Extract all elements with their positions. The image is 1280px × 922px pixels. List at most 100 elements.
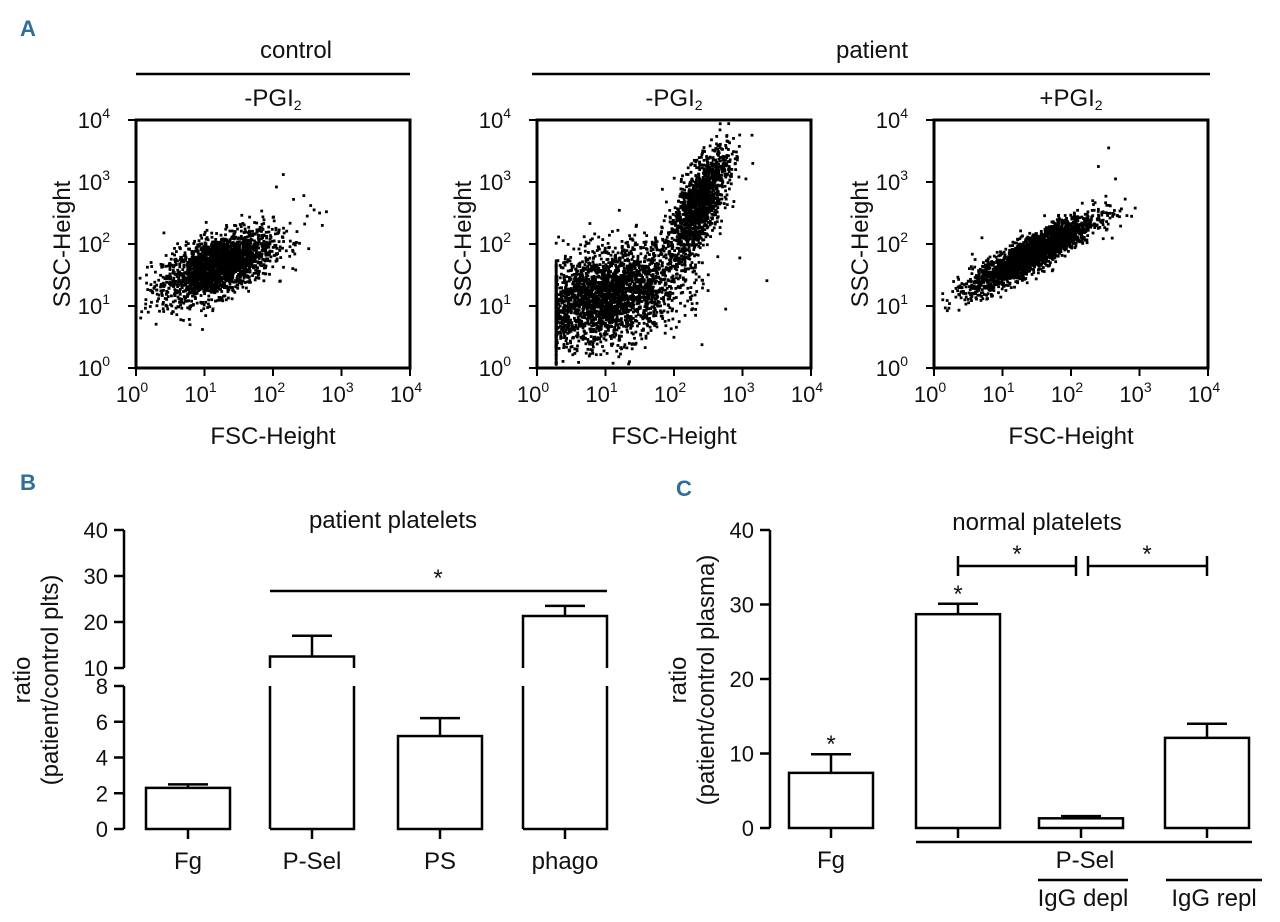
data-point [249,264,253,268]
data-point [582,329,586,333]
data-point [576,302,580,306]
data-point [686,248,689,252]
data-point [595,301,599,305]
data-point [683,267,687,271]
data-point [614,258,617,261]
data-point [554,312,558,316]
data-point [603,324,607,328]
data-point [554,270,558,274]
data-point [586,299,590,303]
data-point [632,317,635,320]
data-point [650,301,654,305]
data-point [655,240,659,244]
data-point [663,331,667,335]
data-point [598,247,601,251]
data-point [602,275,606,278]
data-point [635,285,638,288]
data-point [628,318,632,322]
data-point [230,237,233,240]
data-point [200,246,204,250]
data-point [187,276,191,279]
data-point [556,283,559,286]
data-point [639,280,643,284]
data-point [640,295,643,299]
data-point [188,307,192,311]
data-point [215,261,219,265]
data-point [150,300,153,304]
data-point [218,296,222,299]
data-point [654,238,658,242]
data-point [684,278,688,282]
data-point [654,297,657,301]
data-point [572,247,576,251]
data-point [257,240,261,244]
data-point [614,333,618,337]
data-point [614,265,618,269]
data-point [169,283,173,287]
data-point [643,260,646,264]
data-point [613,335,616,339]
data-point [666,291,670,295]
data-point [563,278,567,282]
data-point [609,281,613,285]
data-point [223,285,227,289]
data-point [155,292,159,296]
data-point [206,272,210,276]
data-point [557,235,560,239]
data-point [664,324,668,328]
data-point [554,336,558,340]
data-point [193,239,196,243]
data-point [554,284,558,288]
data-point [262,242,266,245]
data-point [595,309,599,313]
data-point [282,226,285,230]
data-point [237,273,240,276]
data-point [701,151,704,155]
data-point [626,286,630,290]
data-point [556,331,560,334]
data-point [566,322,570,326]
data-point [617,293,621,297]
data-point [613,273,617,277]
data-point [255,230,259,234]
data-point [240,254,244,258]
data-point [259,226,263,230]
data-point [554,296,558,299]
data-point [262,263,266,267]
data-point [605,332,609,336]
data-point [212,261,215,265]
data-point [245,259,248,263]
data-point [636,259,639,262]
data-point [608,307,612,311]
data-point [604,284,608,288]
data-point [252,246,255,250]
data-point [617,355,621,359]
data-point [625,264,629,268]
data-point [604,338,608,342]
data-point [230,286,234,289]
data-point [629,278,632,282]
data-point [554,323,558,326]
data-point [626,240,629,244]
data-point [567,287,571,291]
data-point [615,296,619,300]
data-point [674,287,678,290]
data-point [267,243,270,246]
data-point [196,281,200,284]
data-point [586,293,590,296]
data-point [576,303,580,307]
data-point [586,301,589,304]
data-point [644,285,648,288]
data-point [573,352,577,355]
data-point [212,267,215,271]
data-point [647,278,650,282]
data-point [666,297,670,301]
data-point [273,253,277,257]
data-point [627,245,630,249]
data-point [620,240,624,243]
data-point [204,237,208,241]
data-point [671,317,675,321]
data-point [569,339,572,343]
data-point [215,269,218,272]
data-point [221,262,224,266]
